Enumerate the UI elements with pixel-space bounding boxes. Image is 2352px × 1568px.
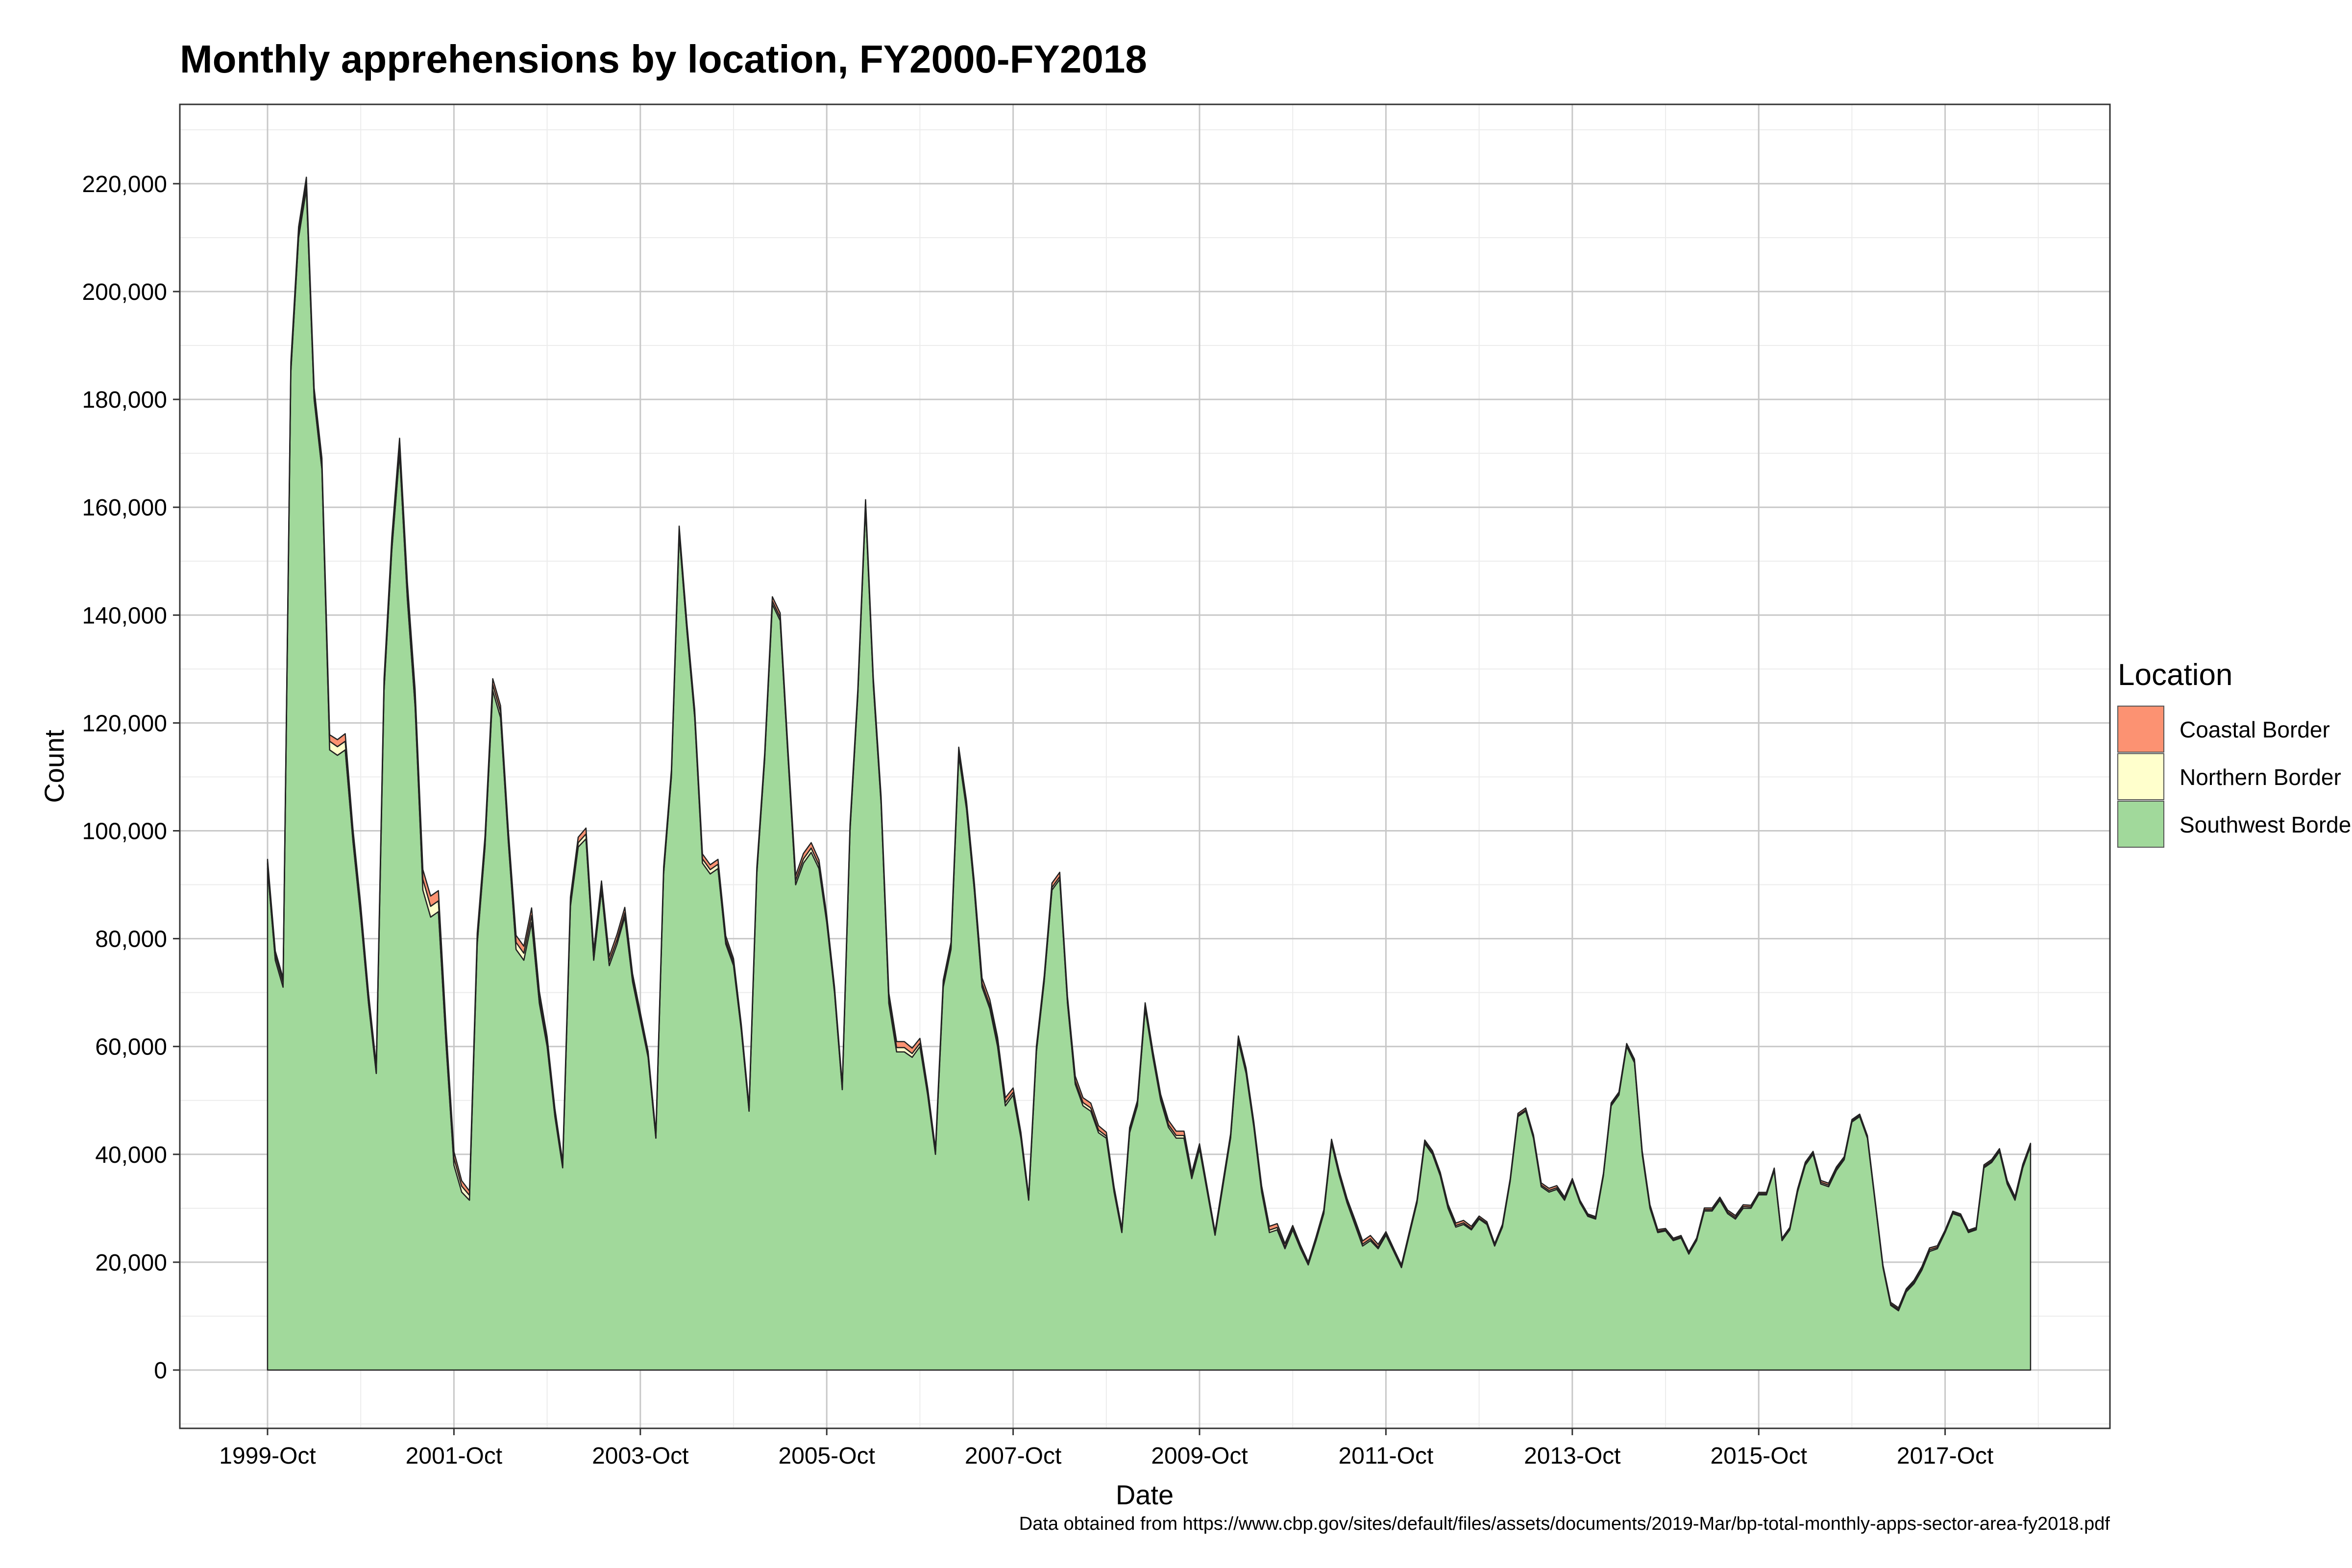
x-tick-label: 2017-Oct [1897, 1443, 1993, 1469]
x-tick-label: 2003-Oct [592, 1443, 688, 1469]
y-tick-label: 0 [154, 1358, 167, 1384]
y-tick-label: 200,000 [82, 279, 167, 305]
x-tick-label: 2001-Oct [406, 1443, 502, 1469]
source-caption: Data obtained from https://www.cbp.gov/s… [1019, 1514, 2110, 1534]
plot-border [179, 103, 2111, 1429]
y-tick-label: 20,000 [95, 1250, 167, 1276]
y-tick-label: 140,000 [82, 603, 167, 629]
stacked-areas [267, 176, 2032, 1371]
y-axis: 0 20,000 40,000 60,000 80,000 100,000 120,000 1… [82, 172, 180, 1384]
y-tick-label: 60,000 [95, 1034, 167, 1060]
legend-key-northern-border [2117, 753, 2164, 800]
x-tick-label: 2009-Oct [1151, 1443, 1248, 1469]
legend-key-southwest-border [2117, 801, 2164, 848]
area-coastal-border [267, 176, 2032, 1310]
x-tick-label: 2011-Oct [1338, 1443, 1433, 1469]
y-tick-label: 160,000 [82, 495, 167, 521]
x-tick-label: 1999-Oct [219, 1443, 316, 1469]
legend-label-southwest-border: Southwest Border [2180, 812, 2352, 837]
chart-title: Monthly apprehensions by location, FY200… [180, 37, 1147, 81]
x-axis-title: Date [1116, 1479, 1174, 1510]
x-tick-label: 2015-Oct [1710, 1443, 1807, 1469]
y-tick-label: 120,000 [82, 710, 167, 736]
legend-label-coastal-border: Coastal Border [2180, 717, 2330, 742]
legend-title: Location [2118, 658, 2232, 692]
y-tick-label: 100,000 [82, 819, 167, 845]
x-tick-label: 2013-Oct [1524, 1443, 1620, 1469]
y-tick-label: 40,000 [95, 1142, 167, 1168]
x-axis: 1999-Oct 2001-Oct 2003-Oct 2005-Oct 2007-Oct… [219, 1428, 1993, 1469]
y-tick-label: 220,000 [82, 172, 167, 197]
y-tick-label: 80,000 [95, 927, 167, 953]
legend: Location Coastal Border Northern Border So… [2117, 658, 2352, 848]
y-axis-title: Count [39, 730, 70, 803]
legend-key-coastal-border [2117, 706, 2164, 753]
legend-label-northern-border: Northern Border [2180, 764, 2341, 790]
x-tick-label: 2005-Oct [778, 1443, 875, 1469]
x-tick-label: 2007-Oct [965, 1443, 1061, 1469]
y-tick-label: 180,000 [82, 387, 167, 413]
